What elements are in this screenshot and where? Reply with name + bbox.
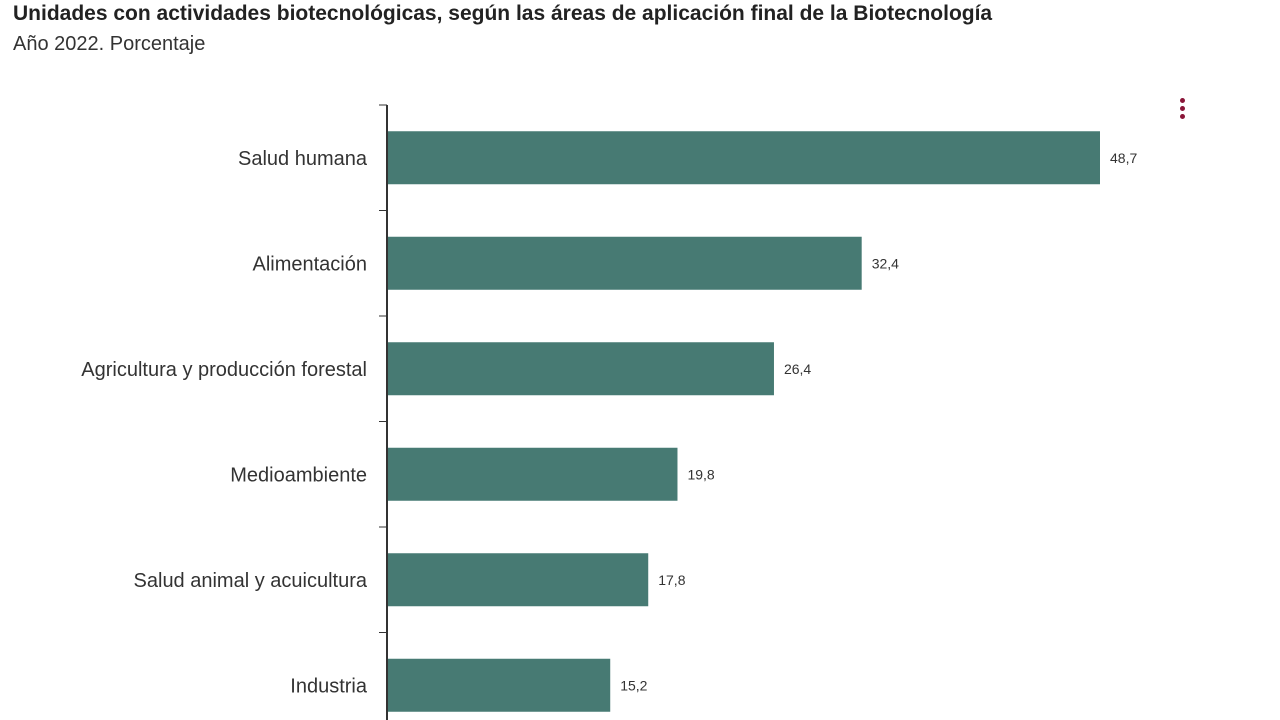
bars-layer: 48,7 32,4 26,4 19,8 17,8 15,2 [388,131,1137,712]
value-label: 19,8 [687,466,714,482]
value-label: 32,4 [872,255,899,271]
bar[interactable] [388,658,611,712]
bar[interactable] [388,131,1100,185]
category-label: Salud animal y acuicultura [134,570,368,592]
bar[interactable] [388,553,649,607]
category-label: Medioambiente [230,464,367,486]
value-label: 17,8 [658,572,685,588]
bar[interactable] [388,342,774,396]
category-label: Agricultura y producción forestal [81,359,367,381]
chart-title: Unidades con actividades biotecnológicas… [13,2,993,25]
vertical-ellipsis-icon[interactable] [1170,94,1194,126]
bar[interactable] [388,447,678,501]
value-label: 26,4 [784,361,811,377]
category-label: Industria [290,675,368,697]
category-label: Alimentación [252,253,367,275]
category-axis: Salud humana Alimentación Agricultura y pr… [81,104,388,720]
category-label: Salud humana [238,148,368,170]
value-label: 48,7 [1110,150,1137,166]
value-label: 15,2 [620,677,647,693]
chart-subtitle: Año 2022. Porcentaje [13,33,206,55]
bar[interactable] [388,236,862,290]
